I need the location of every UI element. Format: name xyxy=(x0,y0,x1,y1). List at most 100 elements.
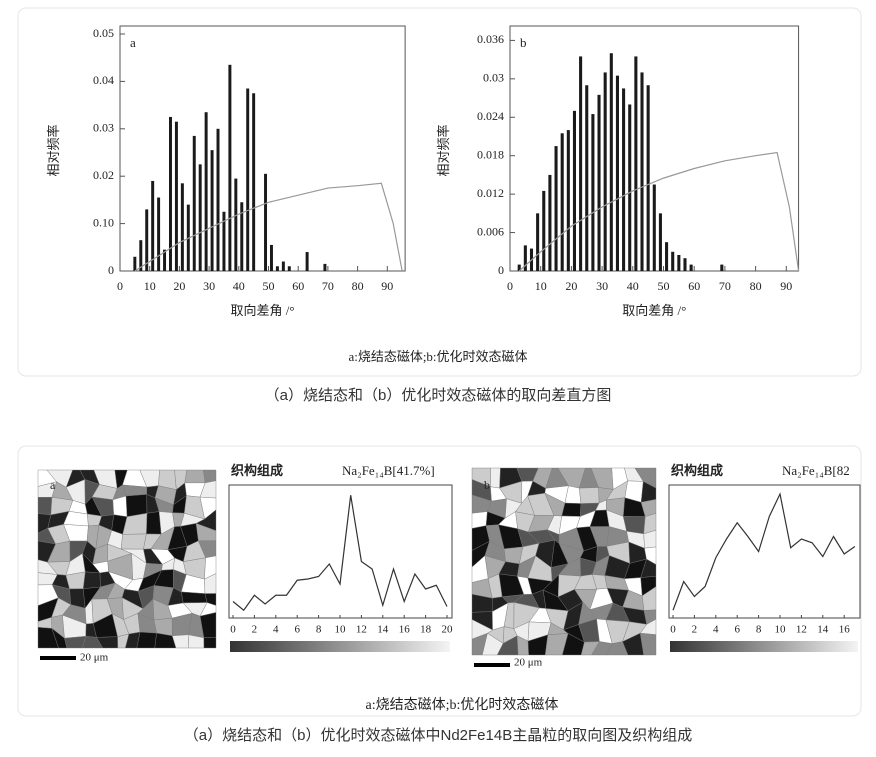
x-tick-label: 90 xyxy=(780,279,792,293)
bar xyxy=(240,202,244,271)
panel-label: a xyxy=(50,478,56,492)
grain xyxy=(125,494,148,517)
bar xyxy=(646,85,650,271)
scale-bar xyxy=(40,656,76,660)
color-bar xyxy=(230,641,450,652)
x-tick-label: 40 xyxy=(627,279,639,293)
bar xyxy=(628,104,632,271)
scale-bar xyxy=(474,663,510,667)
bar xyxy=(560,133,564,271)
grain xyxy=(37,497,53,516)
bar xyxy=(683,258,687,271)
bar xyxy=(579,56,583,272)
y-tick-label: 0.03 xyxy=(93,121,114,135)
grain xyxy=(120,533,147,550)
x-tick-label: 2 xyxy=(252,624,258,636)
x-tick-label: 40 xyxy=(233,279,245,293)
grain xyxy=(64,636,87,649)
bar xyxy=(151,180,155,271)
y-tick-label: 0 xyxy=(498,263,504,277)
bar xyxy=(287,266,291,271)
bar xyxy=(192,135,196,271)
grain xyxy=(181,591,208,604)
x-tick-label: 80 xyxy=(352,279,364,293)
bar xyxy=(671,251,675,271)
bar xyxy=(264,173,268,271)
caption: （a）烧结态和（b）优化时效态磁体中Nd2Fe14B主晶粒的取向图及织构组成 xyxy=(184,727,692,744)
x-tick-label: 90 xyxy=(381,279,393,293)
y-tick-label: 0.018 xyxy=(477,147,504,161)
bar xyxy=(252,93,256,271)
grain xyxy=(490,467,501,489)
plot-frame xyxy=(119,25,406,272)
micrographs xyxy=(37,467,657,667)
y-axis-label: 相对频率 xyxy=(46,124,61,176)
x-tick-label: 16 xyxy=(839,624,851,636)
bar xyxy=(572,110,577,271)
bar xyxy=(210,150,214,271)
bar xyxy=(548,174,552,271)
x-tick-label: 0 xyxy=(230,624,236,636)
plot-frame xyxy=(668,484,861,619)
panel-label: b xyxy=(520,35,527,50)
bar xyxy=(180,183,184,271)
bar xyxy=(228,64,232,271)
bar xyxy=(591,114,595,271)
bar xyxy=(246,88,250,271)
y-tick-label: 0.006 xyxy=(477,224,504,238)
bar xyxy=(174,121,178,271)
chart-title: 织构组成 xyxy=(231,463,283,478)
phase-label: Na₂Fe₁₄B[41.7%] xyxy=(342,463,435,478)
grain xyxy=(122,484,148,497)
x-axis-label: 取向差角 /° xyxy=(622,303,686,318)
x-tick-label: 10 xyxy=(775,624,787,636)
y-tick-label: 0.012 xyxy=(477,186,504,200)
x-tick-label: 0 xyxy=(117,279,123,293)
bar xyxy=(640,72,644,271)
grain xyxy=(203,637,217,649)
x-tick-label: 4 xyxy=(273,624,279,636)
x-tick-label: 30 xyxy=(596,279,608,293)
bar xyxy=(157,197,161,271)
bar xyxy=(652,184,656,271)
grain xyxy=(184,469,206,484)
line xyxy=(232,495,448,612)
bar xyxy=(566,130,570,271)
bar xyxy=(163,249,167,271)
x-tick-label: 30 xyxy=(203,279,215,293)
x-tick-label: 4 xyxy=(713,624,719,636)
y-tick-label: 0.03 xyxy=(483,71,504,85)
chart-title: 织构组成 xyxy=(671,463,723,478)
grain xyxy=(640,632,657,656)
bar xyxy=(517,264,521,271)
figure-box xyxy=(17,7,862,377)
x-tick-label: 16 xyxy=(399,624,411,636)
x-tick-label: 14 xyxy=(817,624,829,636)
x-tick-label: 20 xyxy=(565,279,577,293)
panel-label: a xyxy=(130,35,136,50)
caption: （a）烧结态和（b）优化时效态磁体的取向差直方图 xyxy=(265,387,612,404)
line xyxy=(672,492,856,611)
y-tick-label: 0.05 xyxy=(93,26,114,40)
bar xyxy=(720,264,724,271)
bar xyxy=(622,88,626,271)
bar xyxy=(634,56,638,272)
bar xyxy=(689,264,693,271)
x-tick-label: 18 xyxy=(420,624,432,636)
grain xyxy=(146,511,162,535)
x-tick-label: 10 xyxy=(535,279,547,293)
bar xyxy=(523,245,527,271)
x-tick-label: 6 xyxy=(734,624,740,636)
bar xyxy=(305,252,309,271)
bar xyxy=(145,209,149,271)
x-tick-label: 50 xyxy=(658,279,670,293)
bar xyxy=(222,211,226,271)
x-tick-label: 6 xyxy=(294,624,300,636)
panel-label: b xyxy=(484,478,490,492)
bar xyxy=(275,266,279,271)
grain xyxy=(561,502,582,517)
x-tick-label: 70 xyxy=(719,279,731,293)
bar xyxy=(139,240,143,271)
